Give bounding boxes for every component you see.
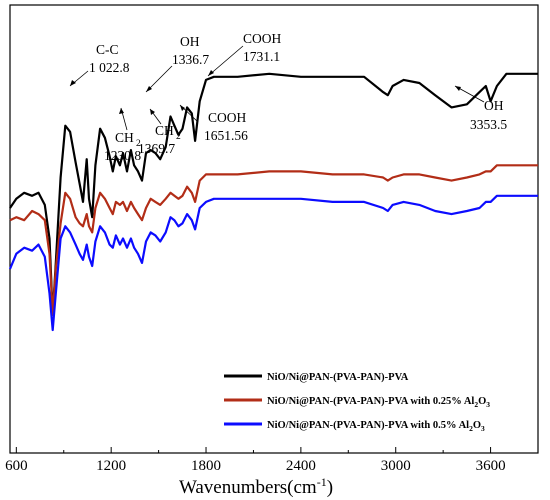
- legend-label-3-name: NiO/Ni@PAN-(PVA-PAN)-PVA with 0.5% Al: [267, 420, 469, 431]
- legend-label-3-tail: O: [473, 420, 481, 431]
- annotations: C-C 1 022.8 CH 2 1230.8 OH 1336.7 CH 2 1…: [69, 31, 507, 163]
- anno-oh2-label: OH: [484, 98, 504, 113]
- legend-label-2-tail: O: [478, 396, 486, 407]
- legend-label-2-name: NiO/Ni@PAN-(PVA-PAN)-PVA with 0.25% Al: [267, 396, 474, 407]
- anno-ch2b-label: CH: [155, 123, 174, 138]
- legend-label-3-sub2: 3: [481, 424, 485, 433]
- anno-oh1-label: OH: [180, 34, 200, 49]
- anno-oh1-arrowhead: [146, 86, 152, 92]
- x-axis-title-sup: -1: [317, 475, 327, 489]
- x-tick-label: 1800: [191, 458, 221, 474]
- anno-oh2-value: 3353.5: [470, 117, 507, 132]
- series-line-2: [9, 164, 538, 316]
- anno-cc-arrowhead: [70, 80, 76, 86]
- x-axis-title: Wavenumbers(cm-1): [179, 475, 333, 498]
- anno-ch2b-value: 1369.7: [138, 141, 175, 156]
- anno-cooh1-value: 1651.56: [204, 128, 248, 143]
- anno-cooh2-arrow: [207, 45, 244, 77]
- anno-ch2a-value: 1230.8: [104, 148, 141, 163]
- legend-label-3-sub: 2: [469, 424, 473, 433]
- anno-ch2b-sub: 2: [176, 132, 181, 142]
- anno-cooh2-label: COOH: [243, 31, 282, 46]
- x-axis-title-close: ): [327, 477, 333, 498]
- x-tick-label: 1200: [96, 458, 126, 474]
- series-line-1: [9, 72, 538, 316]
- anno-cooh2-arrowhead: [208, 70, 214, 76]
- anno-cooh2-value: 1731.1: [243, 49, 280, 64]
- anno-cooh1-label: COOH: [208, 110, 247, 125]
- anno-ch2a-label: CH: [115, 130, 134, 145]
- legend-label-1: NiO/Ni@PAN-(PVA-PAN)-PVA: [267, 372, 409, 383]
- x-axis-title-main: Wavenumbers(cm: [179, 477, 317, 498]
- anno-cooh1-arrowhead: [180, 105, 185, 111]
- anno-oh2-arrowhead: [455, 86, 461, 91]
- legend-label-2-sub: 2: [474, 400, 478, 409]
- anno-cc-label: C-C: [96, 42, 119, 57]
- x-tick-label: 2400: [286, 458, 316, 474]
- legend-label-2-sub2: 3: [486, 400, 490, 409]
- x-axis-ticks: 600 1200 1800 2400 3000 3600: [5, 447, 539, 474]
- x-tick-label: 600: [5, 458, 28, 474]
- plot-frame: [9, 4, 539, 454]
- x-tick-label: 3600: [476, 458, 506, 474]
- x-tick-label: 3000: [381, 458, 411, 474]
- series-line-3: [8, 194, 538, 332]
- anno-oh1-value: 1336.7: [172, 52, 209, 67]
- anno-ch2a-sub: 2: [136, 139, 141, 149]
- anno-ch2b-arrowhead: [150, 109, 155, 115]
- legend-label-2: NiO/Ni@PAN-(PVA-PAN)-PVA with 0.25% Al2O…: [267, 396, 490, 409]
- legend-label-3: NiO/Ni@PAN-(PVA-PAN)-PVA with 0.5% Al2O3: [267, 420, 485, 433]
- anno-cc-value: 1 022.8: [89, 60, 130, 75]
- anno-ch2a-arrowhead: [119, 108, 124, 114]
- series-group: [8, 72, 538, 332]
- legend: NiO/Ni@PAN-(PVA-PAN)-PVA NiO/Ni@PAN-(PVA…: [224, 372, 490, 433]
